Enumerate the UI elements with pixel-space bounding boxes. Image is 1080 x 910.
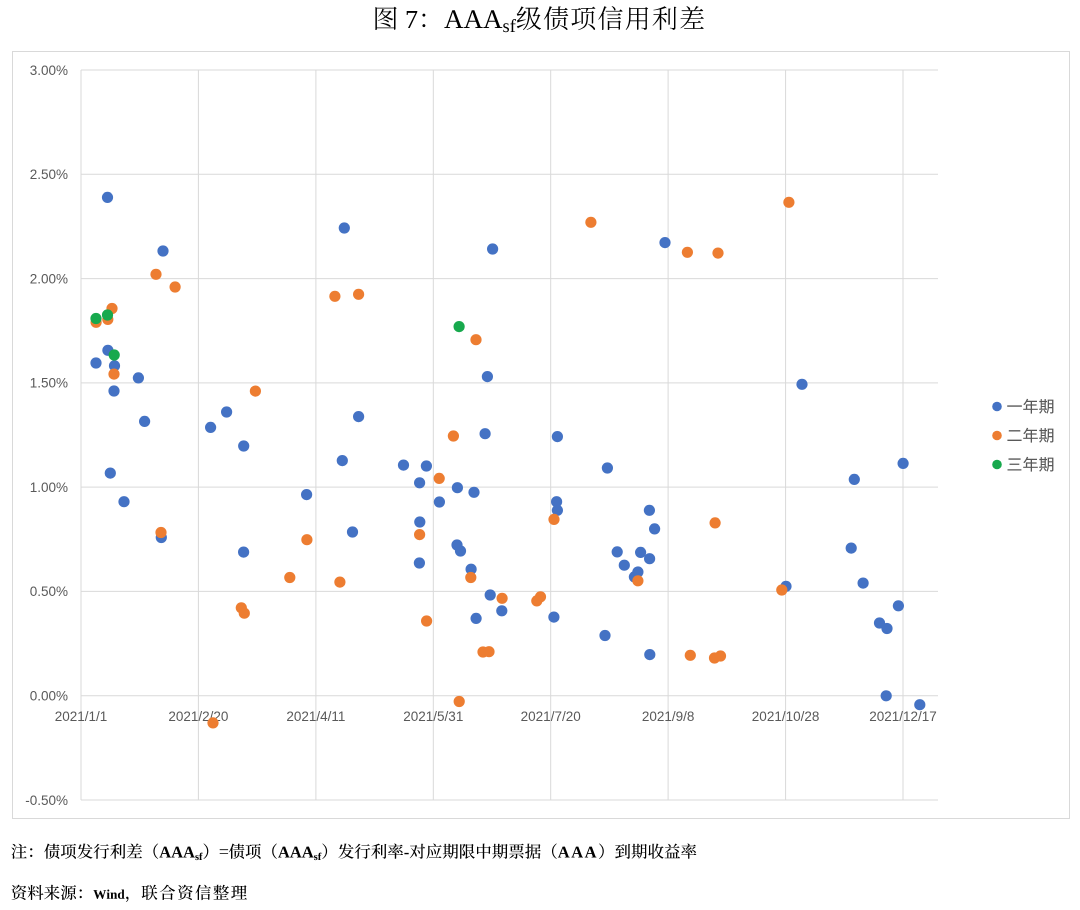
svg-text:2021/2/20: 2021/2/20	[168, 709, 228, 724]
svg-text:-0.50%: -0.50%	[25, 793, 68, 808]
svg-text:2021/7/20: 2021/7/20	[521, 709, 581, 724]
svg-text:2021/10/28: 2021/10/28	[752, 709, 820, 724]
svg-text:2021/9/8: 2021/9/8	[642, 709, 695, 724]
svg-text:0.50%: 0.50%	[30, 584, 68, 599]
svg-text:2021/4/11: 2021/4/11	[286, 709, 345, 724]
svg-text:2.00%: 2.00%	[30, 271, 68, 286]
svg-text:0.00%: 0.00%	[30, 689, 68, 704]
svg-text:2.50%: 2.50%	[30, 167, 68, 182]
svg-text:2021/12/17: 2021/12/17	[869, 709, 937, 724]
svg-text:1.00%: 1.00%	[30, 480, 68, 495]
svg-text:2021/1/1: 2021/1/1	[55, 709, 108, 724]
svg-text:2021/5/31: 2021/5/31	[403, 709, 463, 724]
svg-text:1.50%: 1.50%	[30, 376, 68, 391]
svg-text:3.00%: 3.00%	[30, 63, 68, 78]
